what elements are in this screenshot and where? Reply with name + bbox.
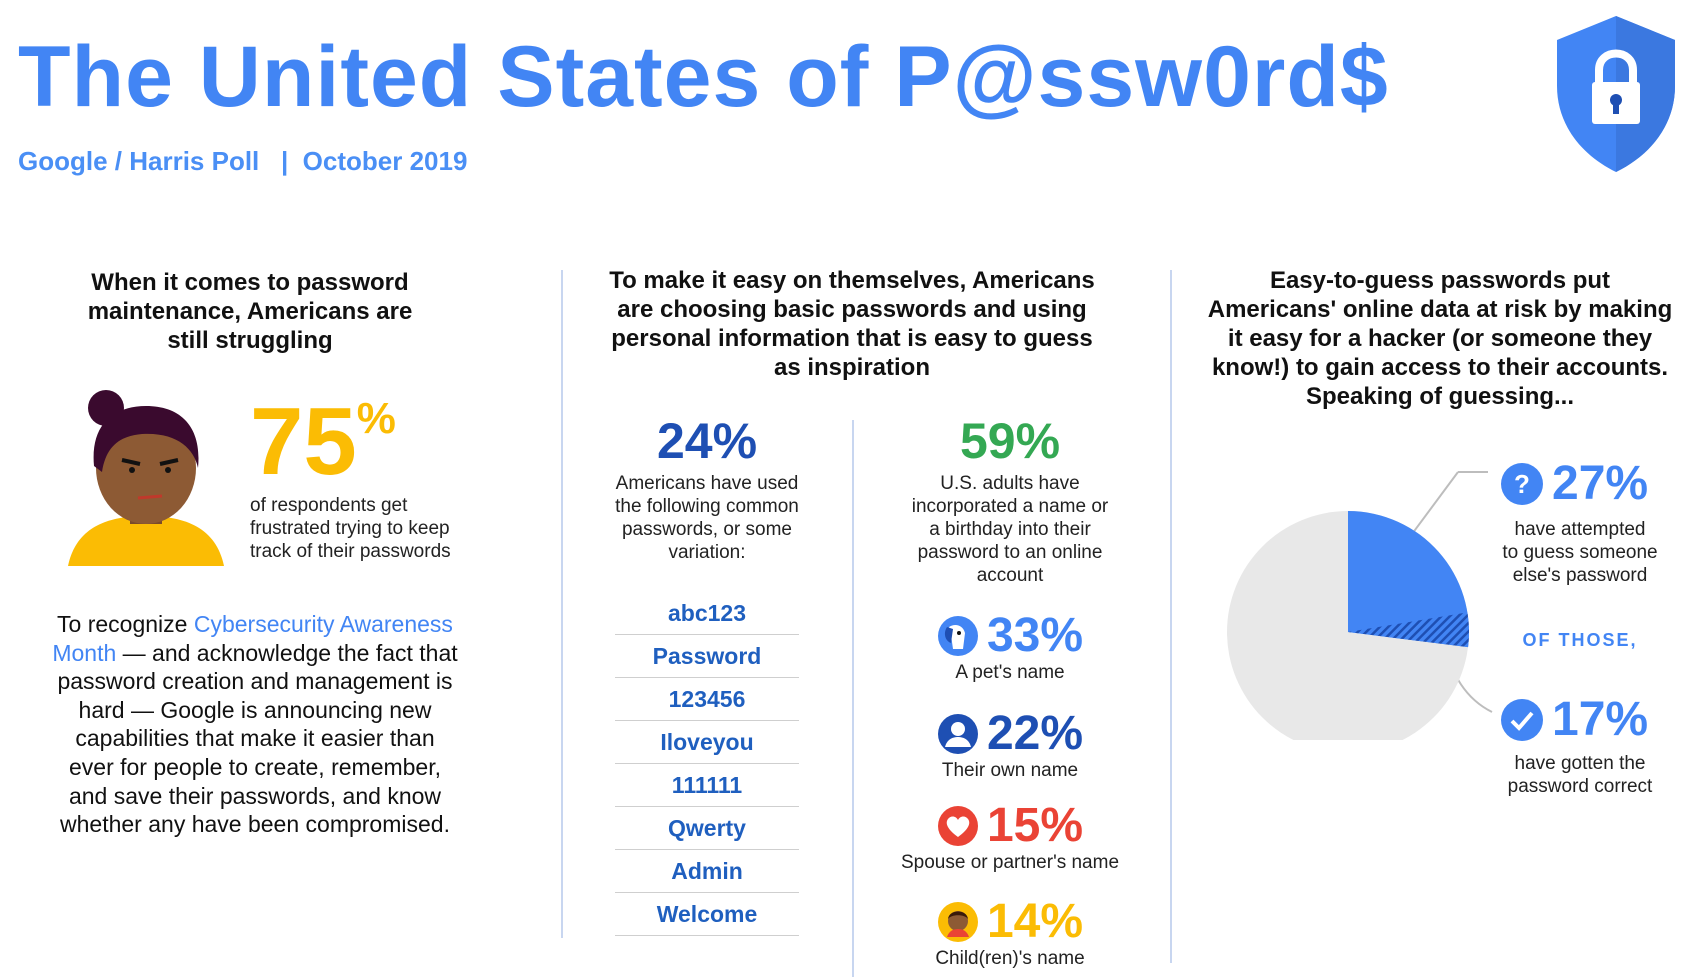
child-icon [937,902,978,942]
stat-pet-label: A pet's name [955,662,1065,683]
guessing-pie-chart [1227,471,1493,740]
svg-text:?: ? [1514,469,1530,499]
common-password-list: abc123 Password 123456 Iloveyou 111111 Q… [615,592,799,936]
list-item: Password [615,635,799,678]
stat-pet-name: 33% [880,612,1140,660]
pie-slice-correct [1348,612,1470,648]
of-those-label: OF THOSE, [1522,630,1638,650]
column-divider-left [561,270,563,938]
page-subtitle: Google / Harris Poll | October 2019 [18,146,468,176]
stat-spouse-value: 15% [986,799,1084,852]
stat-spouse-label: Spouse or partner's name [900,852,1120,873]
left-heading: When it comes to password maintenance, A… [87,269,413,354]
personal-info-label: U.S. adults have incorporated a name or … [911,473,1109,586]
stat-spouse-name: 15% [880,802,1140,850]
checkmark-icon [1501,698,1543,741]
common-passwords-pct: 24% [656,413,758,469]
shield-lock-icon [1557,16,1675,172]
stat-pet-value: 33% [986,609,1084,662]
frustration-stat: 75% [250,394,396,490]
list-item: 123456 [615,678,799,721]
stat-own-value: 22% [986,707,1084,760]
correct-label: have gotten the password correct [1507,753,1653,797]
column-divider-right [1170,270,1172,963]
stat-child-value: 14% [986,895,1084,948]
heart-icon [937,806,978,846]
attempted-label: have attempted to guess someone else's p… [1502,519,1658,586]
list-item: Qwerty [615,807,799,850]
list-item: Welcome [615,893,799,936]
pie-slice-attempted [1348,511,1470,648]
correct-stat: 17% [1500,692,1680,747]
question-icon: ? [1501,462,1543,505]
stat-child-name: 14% [880,898,1140,946]
right-heading: Easy-to-guess passwords put Americans' o… [1207,267,1673,410]
frustrated-woman-icon [68,390,224,566]
common-passwords-label: Americans have used the following common… [615,473,799,563]
dog-icon [937,616,978,656]
correct-value: 17% [1552,693,1649,746]
attempted-value: 27% [1552,457,1649,510]
list-item: abc123 [615,592,799,635]
frustration-stat-label: of respondents get frustrated trying to … [250,495,451,562]
cybersecurity-month-link: Cybersecurity Awareness Month [52,611,453,666]
frustration-stat-value: 75 [250,388,357,495]
stat-own-name: 22% [880,710,1140,758]
announcement-text: To recognize Cybersecurity Awareness Mon… [52,611,458,838]
list-item: Iloveyou [615,721,799,764]
middle-heading: To make it easy on themselves, Americans… [609,267,1095,381]
page-title: The United States of P@ssw0rd$ [18,29,1389,125]
frustration-stat-unit: % [356,394,396,443]
column-divider-inner [852,420,854,977]
attempted-stat: ? 27% [1500,456,1680,511]
list-item: 111111 [615,764,799,807]
person-icon [937,714,978,754]
list-item: Admin [615,850,799,893]
stat-own-label: Their own name [941,760,1079,781]
stat-child-label: Child(ren)'s name [935,948,1085,969]
personal-info-pct: 59% [959,413,1061,469]
